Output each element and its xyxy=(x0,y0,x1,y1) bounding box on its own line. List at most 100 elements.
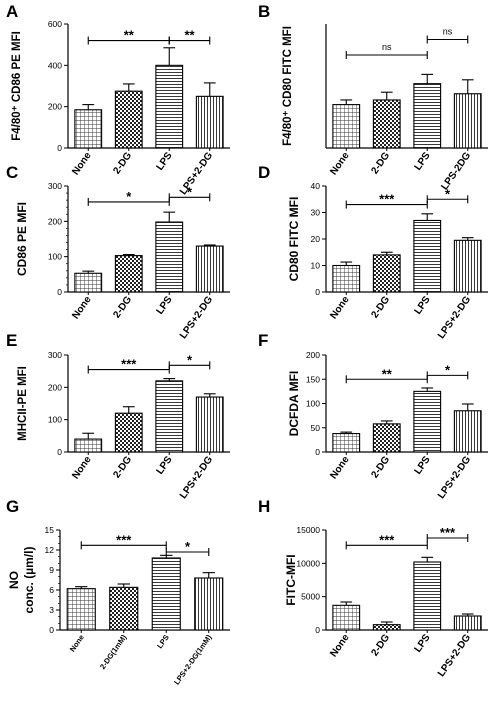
panel-f-sig-label-0: ** xyxy=(382,366,393,381)
panel-h-bar-0 xyxy=(332,604,361,631)
panel-g-sig-label-0: *** xyxy=(116,532,132,547)
panel-h-ylabel: FITC-MFI xyxy=(284,554,298,605)
panel-h-bar-1 xyxy=(372,624,401,631)
panel-c-bar-2 xyxy=(155,221,184,293)
panel-c-y-tick-label: 0 xyxy=(57,287,62,297)
panel-c-ylabel: CD86 PE MFI xyxy=(15,202,29,276)
panel-f-category-label-2: LPS xyxy=(413,454,433,477)
panel-c-bar-1 xyxy=(114,255,143,293)
panel-d-y-tick-label: 40 xyxy=(311,181,321,191)
panel-b-category-label-0: None xyxy=(328,150,352,177)
panel-g-y-tick-label: 0 xyxy=(49,625,54,635)
panel-a-y-tick-label: 200 xyxy=(48,102,62,112)
panel-a-category-label-1: 2-DG xyxy=(111,150,134,176)
panel-a-category-label-3: LPS+2-DG xyxy=(178,150,215,197)
panel-a: A F4/80⁺ CD86 PE MFI 0 200 400 600 None 2-DG LPS… xyxy=(6,2,230,197)
panel-e-category-label-1: 2-DG xyxy=(111,454,134,480)
panel-e-sig-label-0: *** xyxy=(121,357,137,372)
panel-d: D CD80 FITC MFI 0 10 20 30 40 None 2-DG LPS LPS+2-… xyxy=(258,163,488,341)
panel-a-bar-3 xyxy=(195,95,224,149)
panel-h-sig-label-1: *** xyxy=(440,525,456,540)
panel-e-y-tick-label: 200 xyxy=(48,382,62,392)
panel-e-ylabel: MHCII-PE MFI xyxy=(17,366,29,441)
panel-g-sig-label-1: * xyxy=(185,539,191,554)
panel-e: E MHCII-PE MFI 0 100 200 300 None 2-DG LPS LPS+2-… xyxy=(6,331,230,501)
panel-d-category-label-2: LPS xyxy=(413,294,433,317)
panel-f-y-tick-label: 200 xyxy=(306,350,320,360)
panel-e-bar-0 xyxy=(74,438,103,453)
panel-c-category-label-3: LPS+2-DG xyxy=(178,294,215,341)
panel-g-y-tick-label: 15 xyxy=(45,525,55,535)
panel-f-bar-0 xyxy=(332,433,361,453)
panel-a-sig-label-0: ** xyxy=(124,28,135,43)
panel-h-category-label-2: LPS xyxy=(413,632,433,655)
panel-d-category-label-1: 2-DG xyxy=(369,294,392,320)
panel-e-y-tick-label: 0 xyxy=(57,447,62,457)
panel-f: F DCFDA MFI 0 50 100 150 200 None 2-DG LPS LPS+2-D… xyxy=(258,331,488,501)
panel-g-bar-2 xyxy=(151,557,181,631)
panel-d-y-tick-label: 30 xyxy=(311,208,321,218)
panel-d-bar-1 xyxy=(372,254,401,293)
panel-h-sig-label-0: *** xyxy=(379,532,395,547)
panel-d-bar-2 xyxy=(413,219,442,293)
panel-g-category-label-0: None xyxy=(68,633,86,654)
panel-a-bar-2 xyxy=(155,64,184,149)
panel-h-category-label-3: LPS+2-DG xyxy=(436,632,473,679)
panel-a-letter: A xyxy=(6,2,18,21)
panel-d-bar-0 xyxy=(332,264,361,293)
panel-c-y-tick-label: 100 xyxy=(48,252,62,262)
panel-b-sig-label-0: ns xyxy=(382,42,392,52)
panel-f-letter: F xyxy=(258,331,268,350)
panel-f-y-tick-label: 150 xyxy=(306,374,320,384)
panel-e-bar-3 xyxy=(195,396,224,453)
panel-f-sig-label-1: * xyxy=(445,362,451,377)
panel-f-bar-3 xyxy=(453,410,482,453)
panel-b-bar-2 xyxy=(413,83,442,149)
panel-a-y-tick-label: 0 xyxy=(57,143,62,153)
panel-d-y-tick-label: 10 xyxy=(311,261,321,271)
panel-c-y-tick-label: 300 xyxy=(48,181,62,191)
panel-f-category-label-1: 2-DG xyxy=(369,454,392,480)
panel-f-bar-1 xyxy=(372,423,401,453)
panel-d-bar-3 xyxy=(453,239,482,293)
panel-h: H FITC-MFI 0 5000 10000 15000 None 2-DG LPS LPS+2… xyxy=(258,497,488,679)
panel-a-y-tick-label: 400 xyxy=(48,60,62,70)
panel-h-category-label-1: 2-DG xyxy=(369,632,392,658)
panel-g: G NO conc. (µm/l) 0 3 6 9 12 15 None 2-DG(1mM) LPS L… xyxy=(6,497,230,686)
panel-b-sig-label-1: ns xyxy=(443,27,453,37)
panel-g-y-tick-label: 9 xyxy=(49,565,54,575)
panel-g-ylabel: NO xyxy=(7,571,21,589)
panel-c-category-label-0: None xyxy=(70,294,94,321)
panel-d-y-tick-label: 20 xyxy=(311,234,321,244)
panel-d-y-tick-label: 0 xyxy=(315,287,320,297)
panel-h-letter: H xyxy=(258,497,270,516)
panel-h-y-tick-label: 0 xyxy=(315,625,320,635)
panel-e-bar-2 xyxy=(155,380,184,453)
panel-g-y-tick-label: 6 xyxy=(49,585,54,595)
panel-e-y-tick-label: 100 xyxy=(48,415,62,425)
panel-g-category-label-1: 2-DG(1mM) xyxy=(98,633,129,671)
panel-d-sig-label-0: *** xyxy=(379,192,395,207)
panel-b-bar-1 xyxy=(372,99,401,149)
panel-h-y-tick-label: 15000 xyxy=(296,525,320,535)
panel-f-y-tick-label: 100 xyxy=(306,399,320,409)
panel-d-letter: D xyxy=(258,163,270,182)
panel-e-sig-label-1: * xyxy=(187,352,193,367)
panel-g-letter: G xyxy=(6,497,19,516)
panel-g-category-label-2: LPS xyxy=(155,633,171,650)
panel-c-letter: C xyxy=(6,163,18,182)
panel-f-y-tick-label: 50 xyxy=(311,423,321,433)
panel-a-y-tick-label: 600 xyxy=(48,19,62,29)
panel-g-y-tick-label: 3 xyxy=(49,605,54,615)
panel-c-category-label-2: LPS xyxy=(155,294,175,317)
panel-c-bar-0 xyxy=(74,272,103,293)
panel-a-category-label-0: None xyxy=(70,150,94,177)
panel-b-category-label-1: 2-DG xyxy=(369,150,392,176)
panel-h-bar-3 xyxy=(453,615,482,631)
panel-a-category-label-2: LPS xyxy=(155,150,175,173)
panel-g-bar-1 xyxy=(109,586,139,631)
panel-h-bar-2 xyxy=(413,561,442,631)
panel-e-bar-1 xyxy=(114,412,143,453)
panel-c-sig-label-0: * xyxy=(126,189,132,204)
panel-c: C CD86 PE MFI 0 100 200 300 None 2-DG LPS LPS+2-D… xyxy=(6,163,230,341)
